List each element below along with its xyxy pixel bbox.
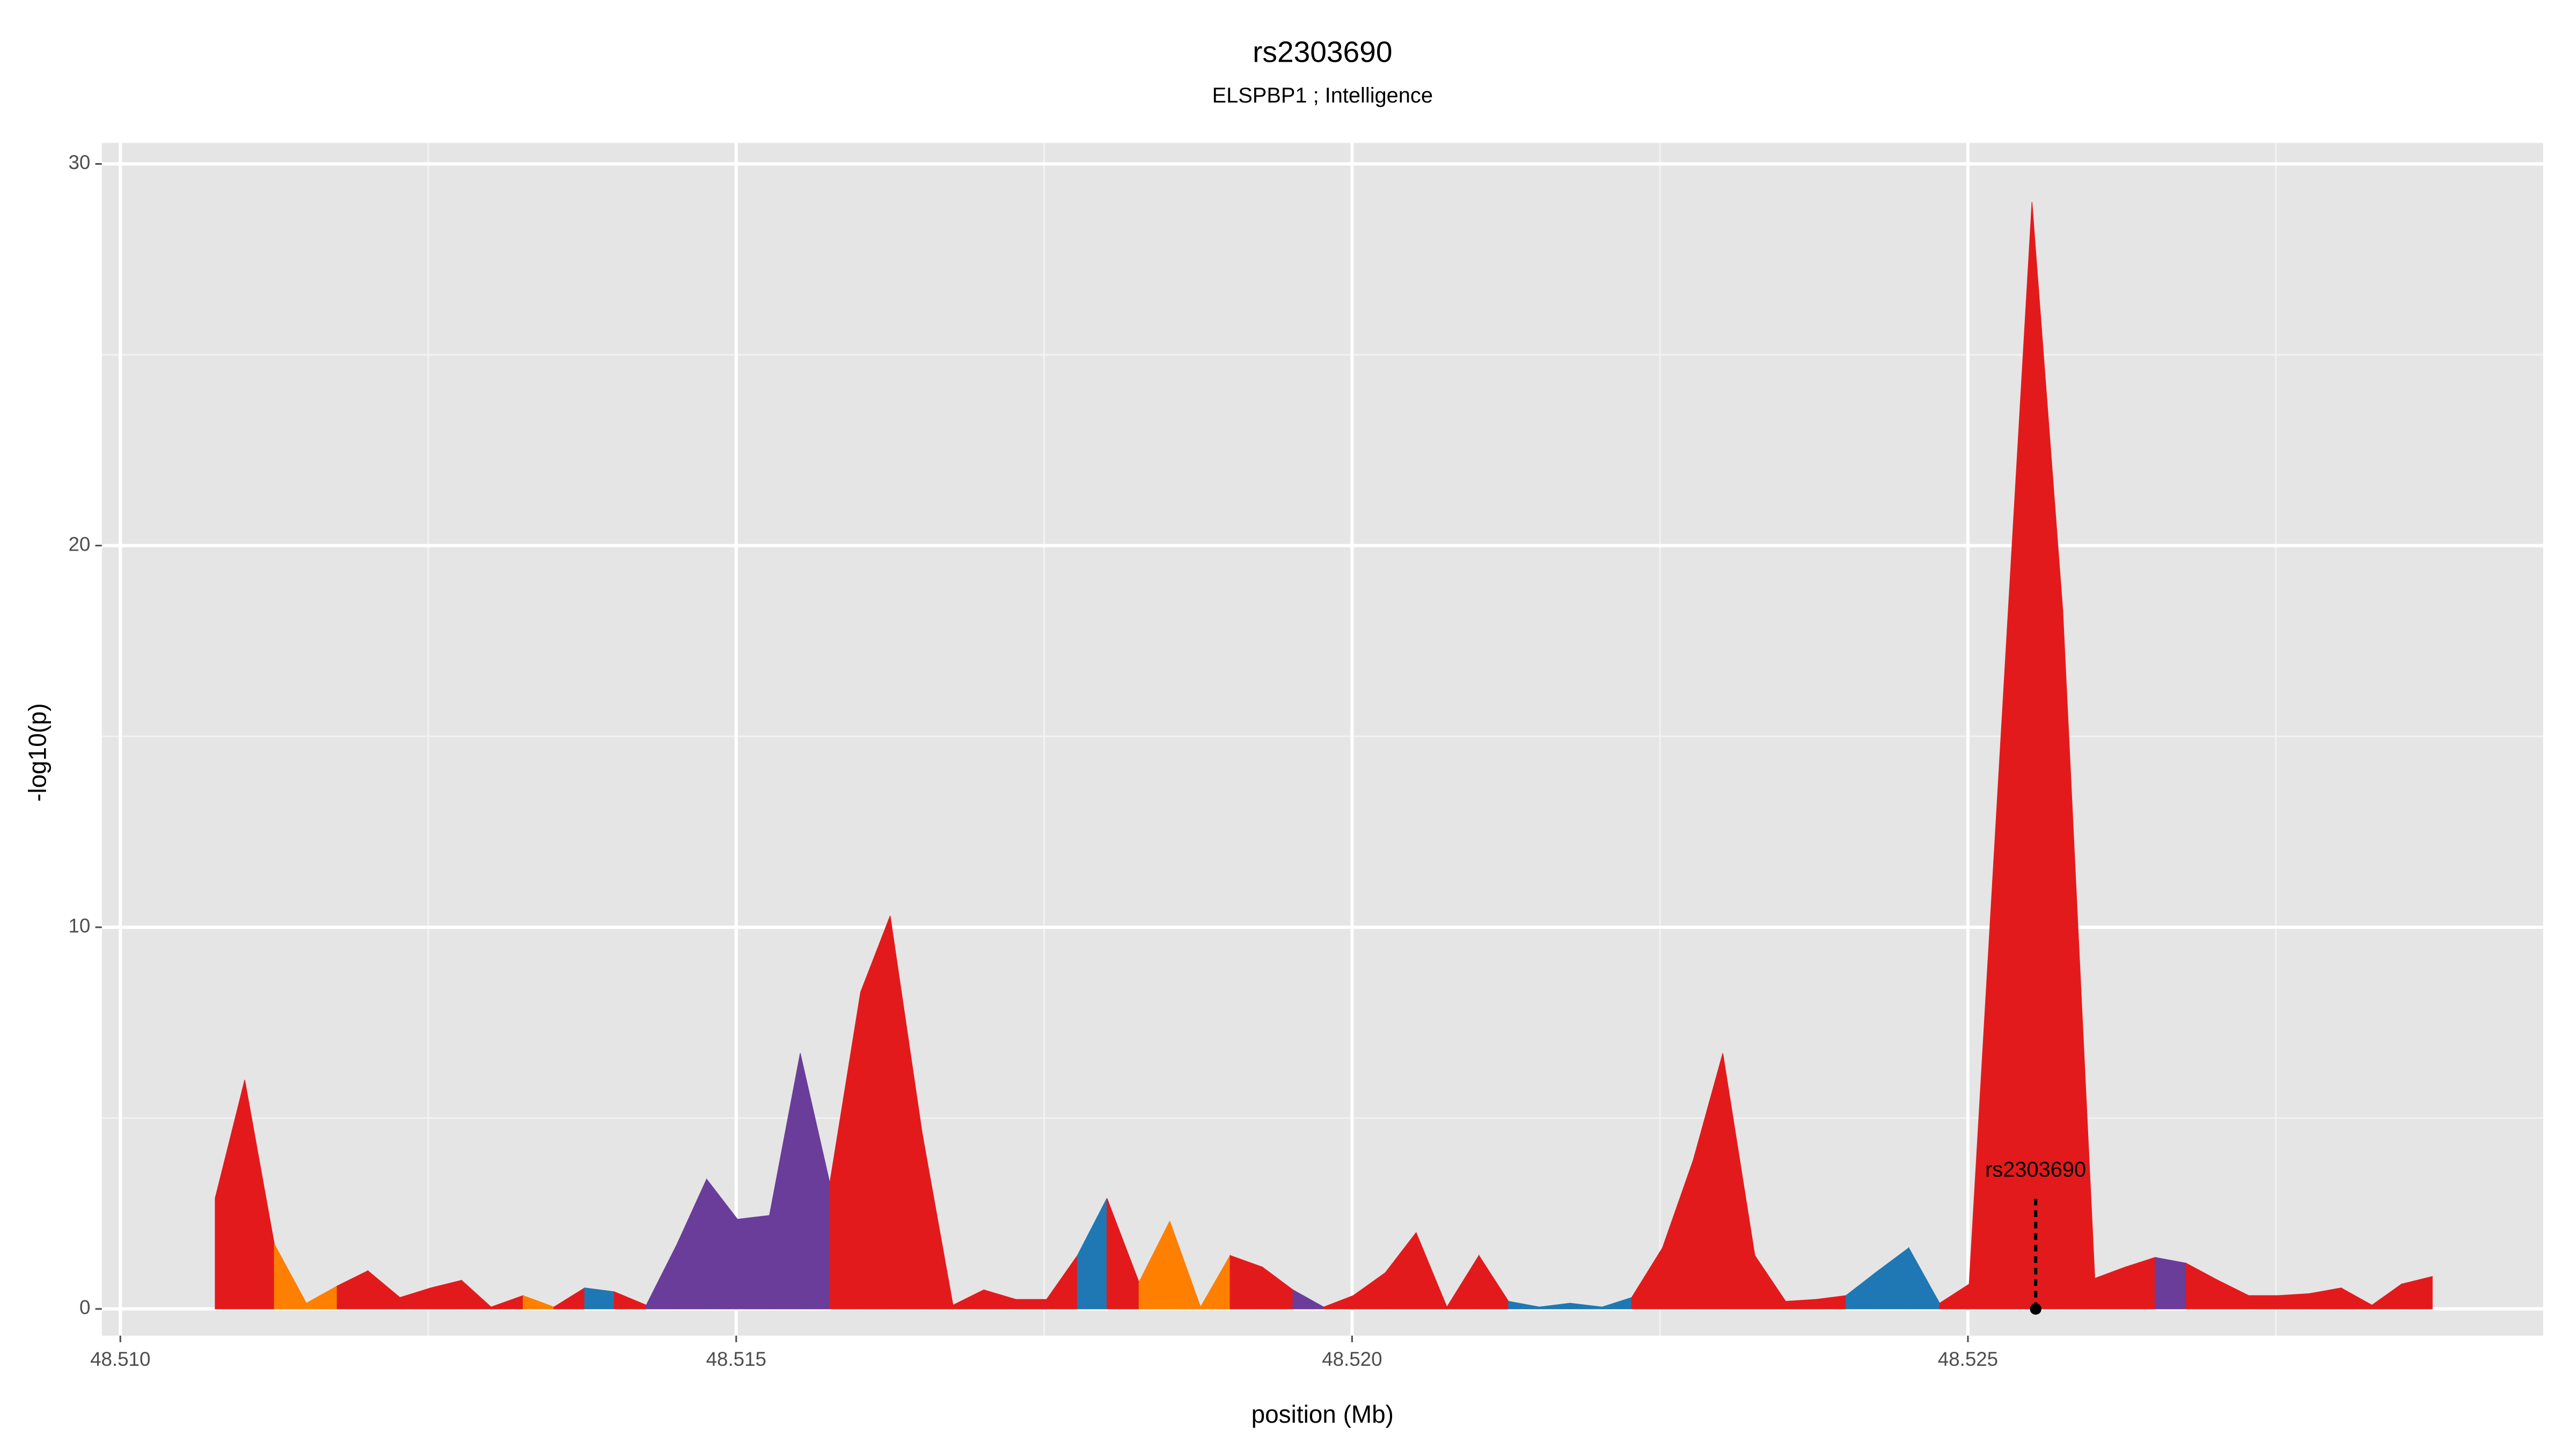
x-tick-label: 48.520 bbox=[1322, 1348, 1382, 1370]
annotation-label: rs2303690 bbox=[1985, 1158, 2086, 1181]
area-segment bbox=[1015, 1299, 1047, 1309]
area-segment bbox=[2401, 1276, 2433, 1309]
chart-subtitle: ELSPBP1 ; Intelligence bbox=[1212, 84, 1433, 107]
area-segment bbox=[1785, 1299, 1817, 1309]
y-tick-label: 30 bbox=[69, 151, 91, 173]
area-segment bbox=[2278, 1293, 2310, 1309]
y-axis-label: -log10(p) bbox=[24, 703, 52, 802]
x-tick-label: 48.525 bbox=[1938, 1348, 1998, 1370]
y-tick-label: 0 bbox=[79, 1297, 90, 1319]
plot-panel bbox=[101, 143, 2543, 1336]
y-tick-label: 20 bbox=[69, 533, 91, 555]
annotation-point bbox=[2030, 1303, 2041, 1315]
chart-title: rs2303690 bbox=[1253, 35, 1392, 69]
x-axis-label: position (Mb) bbox=[1252, 1400, 1394, 1428]
y-tick-label: 10 bbox=[69, 915, 91, 937]
area-segment bbox=[584, 1287, 615, 1309]
area-segment bbox=[2155, 1257, 2186, 1309]
area-segment bbox=[2248, 1295, 2279, 1309]
x-tick-label: 48.510 bbox=[90, 1348, 150, 1370]
area-segment bbox=[737, 1215, 770, 1309]
x-tick-label: 48.515 bbox=[706, 1348, 766, 1370]
